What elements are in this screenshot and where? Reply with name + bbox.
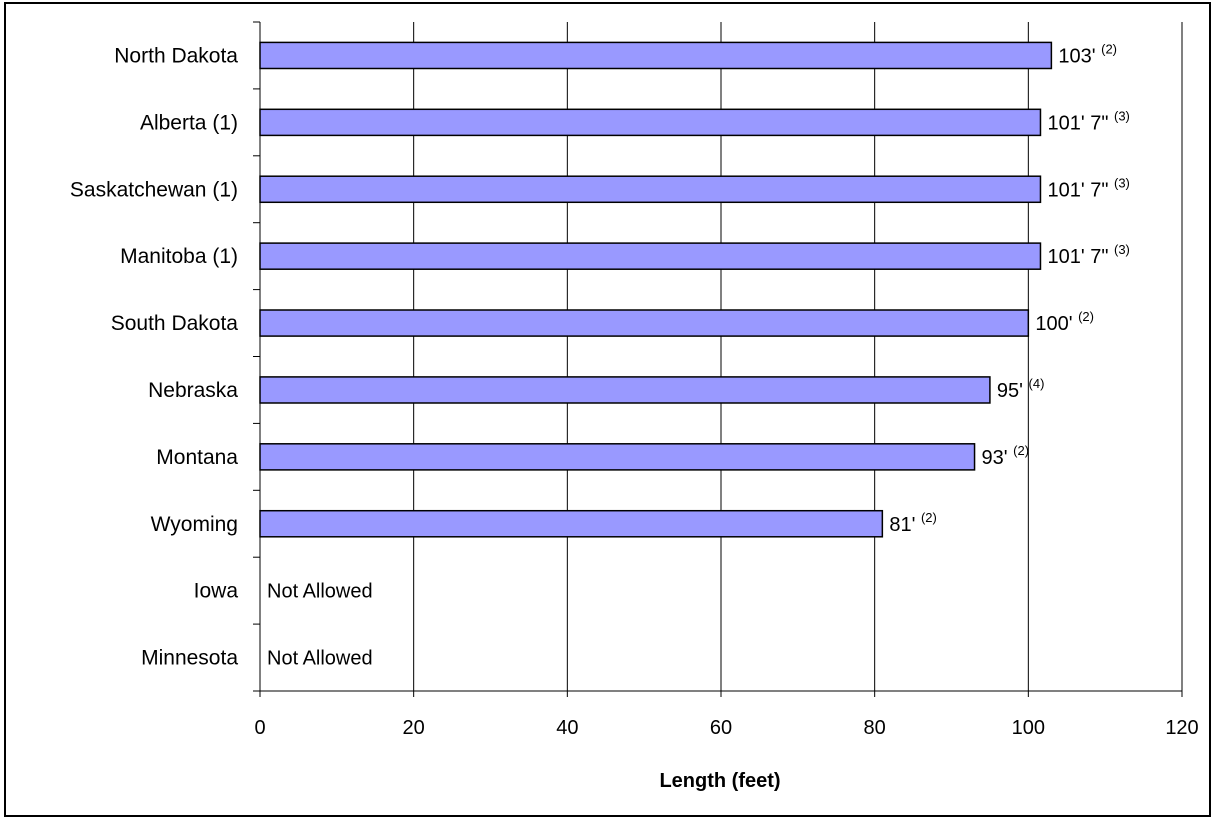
value-label-main: 101' 7" <box>1047 179 1114 201</box>
value-label-footnote: (3) <box>1114 242 1130 257</box>
category-label: Minnesota <box>141 647 238 670</box>
value-label-main: 101' 7" <box>1047 112 1114 134</box>
x-tick-label: 80 <box>864 717 886 739</box>
x-tick-label: 100 <box>1012 717 1045 739</box>
value-label: 101' 7" (3) <box>1047 108 1129 134</box>
category-label: Wyoming <box>151 513 238 536</box>
value-label-main: 101' 7" <box>1047 246 1114 268</box>
chart-frame <box>4 2 1211 817</box>
value-label: Not Allowed <box>267 648 373 670</box>
value-label: 101' 7" (3) <box>1047 175 1129 201</box>
category-label: North Dakota <box>114 44 238 67</box>
value-label-main: 93' <box>982 447 1014 469</box>
value-label: 93' (2) <box>982 443 1030 469</box>
value-label: 95' (4) <box>997 376 1045 402</box>
value-label-footnote: (2) <box>1101 41 1117 56</box>
value-label-main: 103' <box>1058 45 1101 67</box>
value-label-footnote: (2) <box>921 510 937 525</box>
value-label: 103' (2) <box>1058 41 1117 67</box>
value-label-footnote: (2) <box>1078 309 1094 324</box>
value-label-footnote: (3) <box>1114 108 1130 123</box>
bar <box>259 175 1042 204</box>
bars <box>259 41 1053 538</box>
value-label-main: 81' <box>889 514 921 536</box>
value-label-footnote: (4) <box>1029 376 1045 391</box>
bar <box>259 443 976 471</box>
value-label: 81' (2) <box>889 510 937 536</box>
category-label: Nebraska <box>148 379 238 402</box>
value-label-main: 100' <box>1035 313 1078 335</box>
bar <box>259 309 1030 337</box>
x-tick-label: 40 <box>556 717 578 739</box>
category-label: South Dakota <box>111 312 239 335</box>
value-label-footnote: (3) <box>1114 175 1130 190</box>
x-axis-title: Length (feet) <box>659 770 780 792</box>
value-label: 100' (2) <box>1035 309 1094 335</box>
value-label-footnote: (2) <box>1013 443 1029 458</box>
x-tick-label: 120 <box>1165 717 1198 739</box>
value-label: Not Allowed <box>267 581 373 603</box>
category-label: Montana <box>156 446 238 469</box>
category-label: Alberta (1) <box>140 111 238 134</box>
category-label: Manitoba (1) <box>120 245 238 268</box>
value-label-main: 95' <box>997 380 1029 402</box>
x-tick-label: 20 <box>403 717 425 739</box>
x-tick-label: 0 <box>254 717 265 739</box>
axes <box>253 21 1183 697</box>
category-label: Saskatchewan (1) <box>70 178 238 201</box>
bar <box>259 41 1053 70</box>
value-label: 101' 7" (3) <box>1047 242 1129 268</box>
labels: 0 20 40 60 80 100 120 North Dakota 103' (2) Alber… <box>70 41 1199 739</box>
category-label: Iowa <box>194 580 239 603</box>
x-tick-label: 60 <box>710 717 732 739</box>
bar <box>259 108 1042 137</box>
bar <box>259 376 991 404</box>
bar <box>259 509 884 538</box>
bar <box>259 242 1042 270</box>
